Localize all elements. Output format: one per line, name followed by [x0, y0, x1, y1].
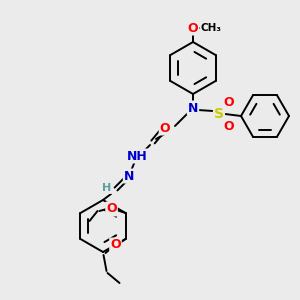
- Text: O: O: [160, 122, 170, 134]
- Text: O: O: [188, 22, 198, 34]
- Text: NH: NH: [127, 149, 147, 163]
- Text: O: O: [224, 119, 234, 133]
- Text: S: S: [214, 107, 224, 121]
- Text: H: H: [102, 183, 112, 193]
- Text: CH₃: CH₃: [200, 23, 221, 33]
- Text: O: O: [106, 202, 117, 215]
- Text: N: N: [188, 101, 198, 115]
- Text: O: O: [110, 238, 121, 251]
- Text: N: N: [124, 169, 134, 182]
- Text: O: O: [224, 95, 234, 109]
